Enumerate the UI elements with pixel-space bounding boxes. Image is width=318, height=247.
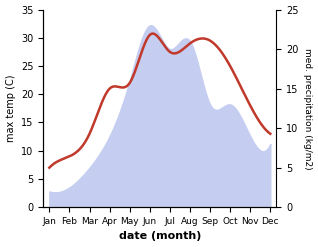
Y-axis label: max temp (C): max temp (C)	[5, 75, 16, 142]
Y-axis label: med. precipitation (kg/m2): med. precipitation (kg/m2)	[303, 48, 313, 169]
X-axis label: date (month): date (month)	[119, 231, 201, 242]
